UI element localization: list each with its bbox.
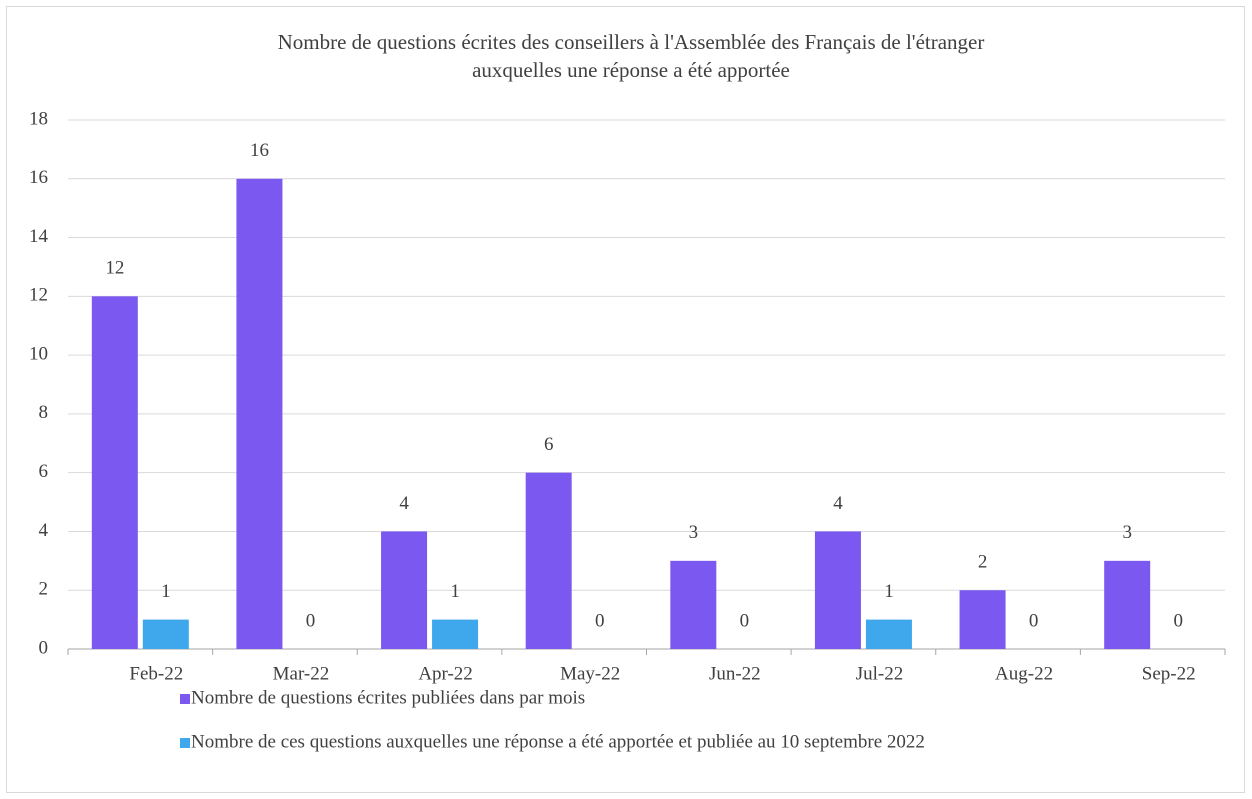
data-label: 0 [595, 610, 605, 631]
data-label: 2 [978, 552, 988, 573]
x-tick-label: Jul-22 [856, 663, 904, 684]
bar [236, 178, 283, 649]
x-tick-label: May-22 [560, 663, 620, 684]
y-tick-label: 14 [29, 226, 49, 247]
data-label: 0 [306, 610, 316, 631]
y-tick-label: 4 [39, 520, 49, 541]
x-tick-label: Apr-22 [418, 663, 473, 684]
data-label: 4 [399, 493, 409, 514]
x-tick-label: Feb-22 [129, 663, 183, 684]
legend-label: Nombre de questions écrites publiées dan… [191, 687, 585, 708]
data-label: 0 [740, 610, 750, 631]
legend-swatch [180, 694, 190, 704]
y-tick-label: 8 [39, 402, 49, 423]
data-label: 6 [544, 434, 554, 455]
chart-title: auxquelles une réponse a été apportée [472, 58, 790, 82]
x-tick-label: Aug-22 [995, 663, 1053, 684]
bar [432, 619, 479, 649]
chart-border [6, 6, 1245, 793]
legend-swatch [180, 738, 190, 748]
y-tick-label: 12 [29, 285, 48, 306]
legend-label: Nombre de ces questions auxquelles une r… [191, 731, 925, 752]
bar [814, 531, 861, 649]
data-label: 3 [689, 522, 699, 543]
chart-title: Nombre de questions écrites des conseill… [278, 30, 985, 54]
bar [525, 472, 572, 649]
x-tick-label: Mar-22 [273, 663, 330, 684]
y-tick-label: 2 [39, 579, 49, 600]
data-label: 0 [1029, 610, 1039, 631]
data-label: 12 [105, 258, 124, 279]
bar [865, 619, 912, 649]
bar [381, 531, 428, 649]
x-tick-label: Sep-22 [1142, 663, 1196, 684]
bar [670, 560, 717, 649]
data-label: 3 [1122, 522, 1132, 543]
data-label: 1 [161, 581, 171, 602]
bar [1104, 560, 1151, 649]
data-label: 1 [450, 581, 460, 602]
data-label: 0 [1173, 610, 1183, 631]
data-label: 4 [833, 493, 843, 514]
bar [142, 619, 189, 649]
y-tick-label: 10 [29, 343, 48, 364]
y-tick-label: 16 [29, 167, 48, 188]
bar [91, 296, 138, 649]
y-tick-label: 18 [29, 108, 48, 129]
data-label: 16 [250, 140, 269, 161]
y-tick-label: 6 [39, 461, 49, 482]
x-tick-label: Jun-22 [709, 663, 761, 684]
bar [959, 590, 1006, 649]
y-tick-label: 0 [39, 637, 49, 658]
data-label: 1 [884, 581, 894, 602]
